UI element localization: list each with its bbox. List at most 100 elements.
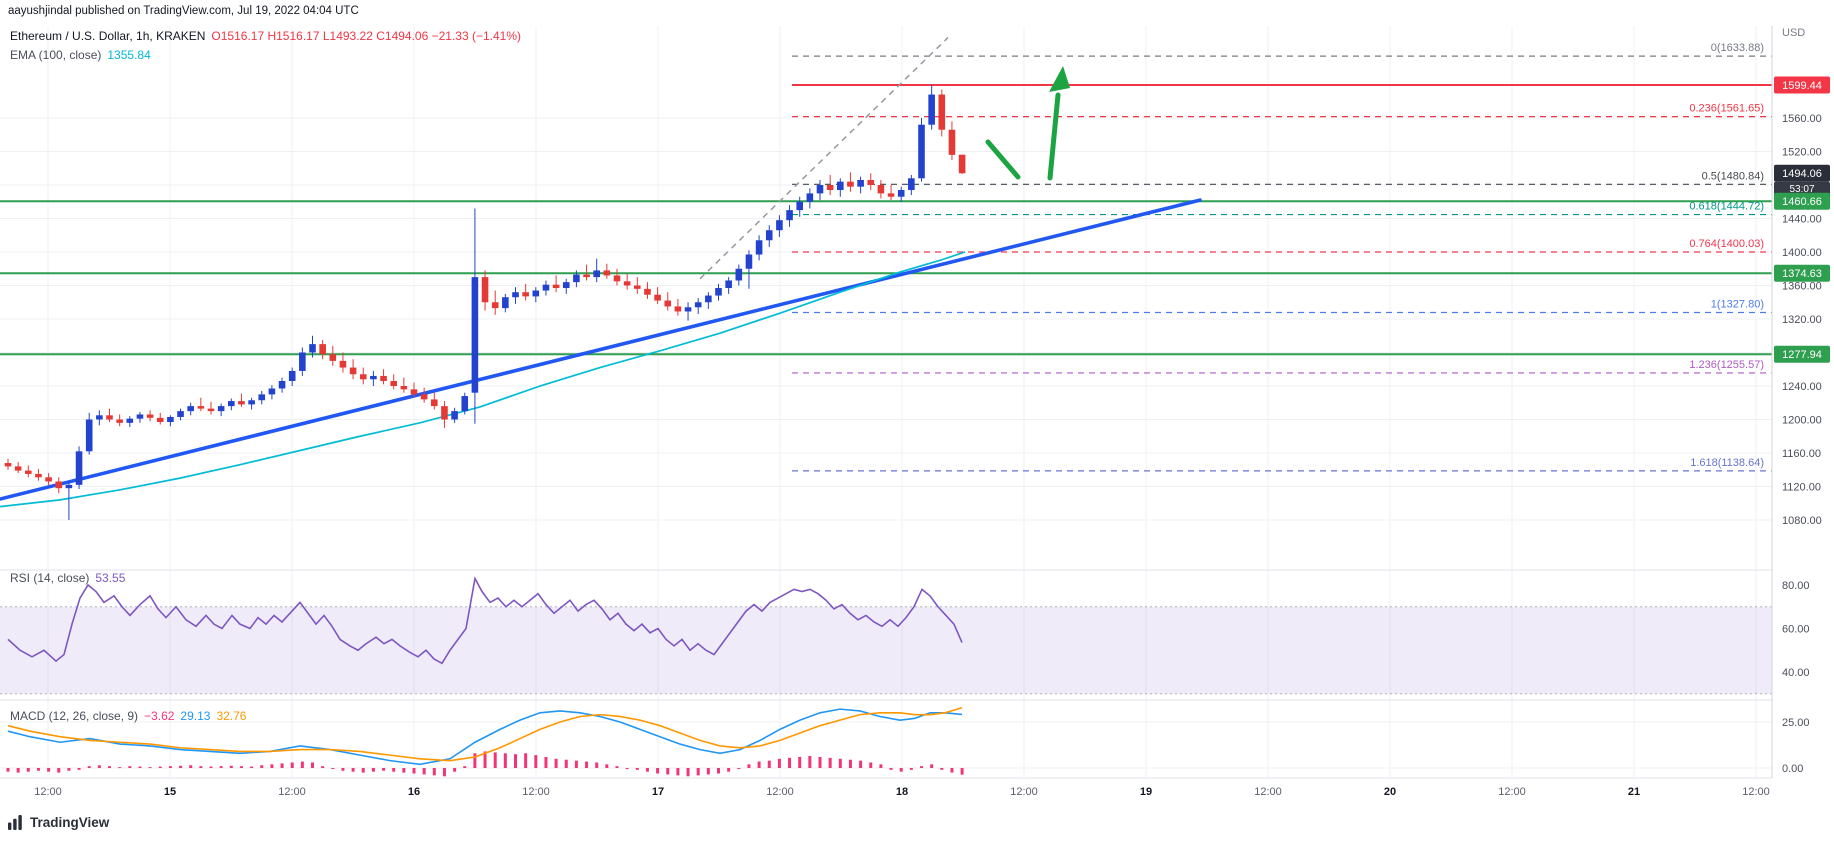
svg-text:21: 21: [1628, 786, 1640, 798]
macd-histogram-bar: [483, 751, 487, 768]
candle: [776, 220, 783, 231]
fib-retracement[interactable]: 0(1633.88) 0.236(1561.65) 0.5(1480.84) 0.61…: [792, 42, 1772, 472]
candle: [431, 399, 438, 407]
svg-text:0(1633.88): 0(1633.88): [1711, 42, 1764, 54]
candle: [177, 411, 184, 417]
svg-text:1120.00: 1120.00: [1782, 482, 1821, 494]
candle: [14, 466, 22, 471]
candle: [948, 129, 956, 155]
svg-text:1200.00: 1200.00: [1782, 415, 1822, 427]
candle: [705, 295, 712, 303]
candle: [715, 288, 722, 296]
macd-histogram-bar: [757, 761, 761, 768]
candle: [319, 344, 326, 355]
macd-histogram-bar: [77, 768, 81, 770]
macd-histogram-bar: [321, 766, 325, 768]
svg-text:1400.00: 1400.00: [1782, 247, 1822, 259]
candle: [725, 280, 732, 289]
candle: [786, 210, 793, 221]
macd-histogram-bar: [737, 768, 741, 769]
macd-histogram-bar: [676, 768, 680, 776]
macd-histogram-bar: [920, 766, 923, 768]
candle: [339, 360, 347, 368]
drawn-green-arrows[interactable]: [985, 66, 1070, 181]
svg-text:12:00: 12:00: [278, 786, 306, 798]
macd-histogram-bar: [57, 768, 61, 773]
svg-text:1277.94: 1277.94: [1782, 349, 1822, 361]
macd-histogram-bar: [392, 768, 396, 772]
macd-histogram-bar: [179, 765, 183, 768]
macd-histogram-bar: [118, 767, 122, 769]
rsi-label: RSI (14, close): [10, 571, 90, 585]
macd-histogram-bar: [727, 768, 731, 772]
candle: [634, 285, 641, 289]
svg-text:1.618(1138.64): 1.618(1138.64): [1690, 457, 1764, 469]
svg-text:1494.06: 1494.06: [1782, 168, 1822, 180]
candle: [897, 190, 905, 197]
macd-histogram-bar: [280, 763, 284, 768]
trend-line[interactable]: [0, 198, 1202, 501]
rsi-legend[interactable]: RSI (14, close) 53.55: [10, 571, 131, 585]
candle: [674, 306, 682, 312]
macd-histogram-bar: [229, 765, 233, 768]
price-axis[interactable]: USD1560.001520.001440.001400.001360.0013…: [1771, 0, 1834, 845]
macd-histogram-bar: [554, 758, 558, 768]
macd-histogram-bar: [960, 768, 964, 775]
svg-text:1520.00: 1520.00: [1782, 147, 1822, 159]
macd-histogram-bar: [605, 764, 609, 768]
macd-histogram-bar: [879, 764, 883, 768]
countdown-badge: [1774, 181, 1830, 196]
attribution-text: aayushjindal published on TradingView.co…: [8, 5, 359, 17]
macd-histogram-bar: [788, 757, 792, 768]
macd-histogram-bar: [239, 766, 243, 768]
candle: [197, 406, 205, 409]
candle: [187, 406, 194, 412]
ema-legend[interactable]: EMA (100, close) 1355.84: [10, 48, 157, 62]
candle: [400, 386, 408, 390]
candle: [96, 415, 103, 420]
svg-text:60.00: 60.00: [1782, 624, 1810, 636]
candle: [370, 375, 377, 380]
macd-histogram-bar: [534, 755, 538, 768]
macd-histogram-bar: [808, 756, 812, 768]
macd-histogram-bar: [97, 765, 101, 768]
svg-text:40.00: 40.00: [1782, 667, 1810, 679]
candle: [502, 297, 509, 309]
macd-histogram-bar: [158, 766, 162, 768]
macd-histogram-bar: [828, 757, 832, 768]
tradingview-logo[interactable]: TradingView: [8, 815, 109, 830]
symbol-legend[interactable]: Ethereum / U.S. Dollar, 1h, KRAKEN O1516.…: [10, 29, 527, 43]
support-resistance-lines[interactable]: [0, 83, 1772, 356]
macd-histogram-bar: [473, 753, 477, 768]
candle: [55, 481, 63, 489]
macd-histogram-bar: [544, 756, 548, 768]
candle: [35, 473, 42, 478]
svg-text:1440.00: 1440.00: [1782, 214, 1822, 226]
macd-histogram-bar: [47, 768, 51, 772]
candle: [25, 470, 32, 474]
brand-name: TradingView: [30, 815, 110, 830]
svg-text:15: 15: [164, 786, 176, 798]
svg-text:17: 17: [652, 786, 664, 798]
macd-legend[interactable]: MACD (12, 26, close, 9) −3.62 29.13 32.76: [10, 709, 252, 723]
macd-histogram-bar: [351, 768, 355, 772]
macd-histogram-bar: [717, 768, 720, 774]
macd-histogram-bar: [16, 768, 20, 773]
candle: [755, 240, 763, 255]
candle: [735, 268, 743, 281]
candle: [583, 274, 590, 278]
macd-histogram-bar: [108, 766, 111, 768]
candle: [45, 477, 52, 482]
candle: [512, 292, 519, 298]
projection-dashed-line[interactable]: [699, 37, 949, 280]
macd-histogram-bar: [767, 760, 771, 768]
symbol-title: Ethereum / U.S. Dollar, 1h, KRAKEN: [10, 29, 206, 43]
macd-histogram-bar: [818, 756, 822, 768]
macd-histogram-bar: [838, 758, 842, 768]
svg-text:12:00: 12:00: [1498, 786, 1526, 798]
macd-histogram-bar: [219, 766, 223, 768]
gridlines: [0, 26, 1772, 778]
candle: [593, 270, 600, 278]
time-axis[interactable]: 12:00 15 12:00 16 12:00 17 12:00 18 12:00 19 12:00…: [34, 786, 1770, 798]
